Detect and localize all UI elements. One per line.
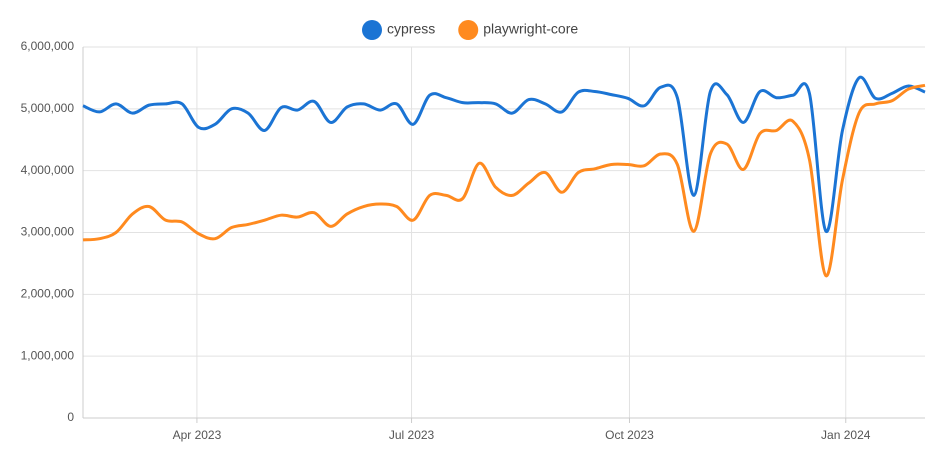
legend-swatch — [362, 20, 382, 40]
legend-label: playwright-core — [483, 21, 578, 37]
y-tick-label: 4,000,000 — [21, 163, 75, 177]
series-line — [82, 83, 926, 278]
legend-swatch — [458, 20, 479, 40]
y-tick-label: 1,000,000 — [21, 348, 75, 362]
x-tick-label: Jul 2023 — [389, 428, 435, 442]
x-tick-label: Apr 2023 — [173, 428, 222, 442]
legend: cypress playwright-core — [362, 20, 578, 40]
x-tick-label: Oct 2023 — [605, 428, 654, 442]
y-tick-label: 3,000,000 — [21, 225, 75, 239]
y-tick-label: 2,000,000 — [21, 287, 75, 301]
y-tick-label: 6,000,000 — [21, 39, 75, 53]
x-tick-label: Jan 2024 — [821, 428, 871, 442]
series-line — [82, 75, 926, 233]
y-tick-label: 5,000,000 — [21, 101, 75, 115]
legend-label: cypress — [387, 21, 435, 37]
y-tick-label: 0 — [67, 410, 74, 424]
